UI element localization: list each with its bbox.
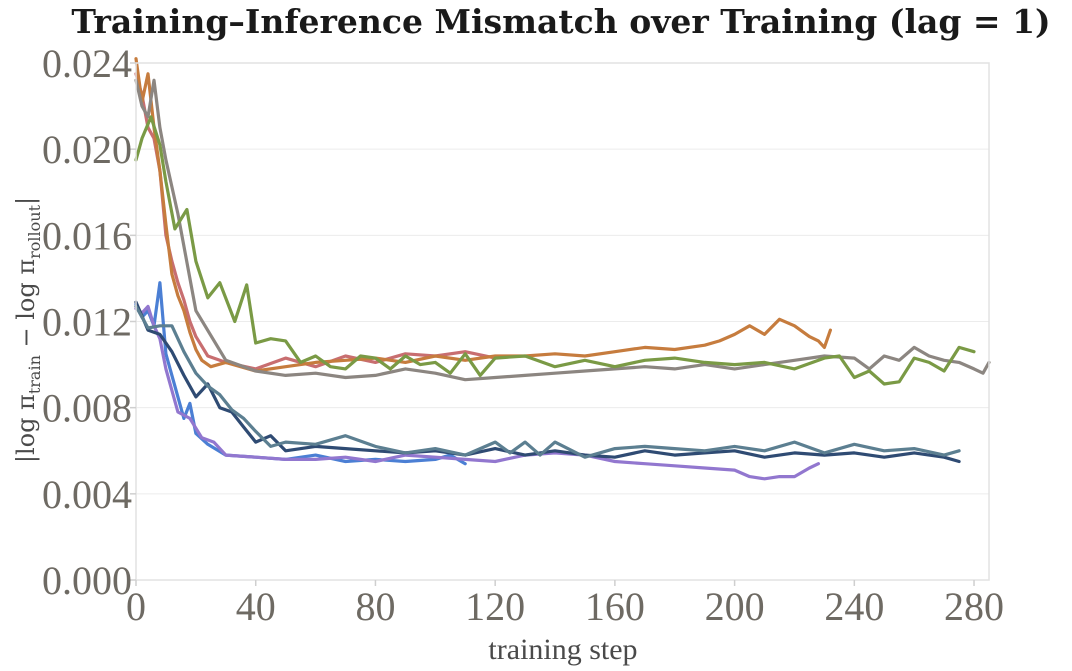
series-line-3 <box>134 78 991 382</box>
x-tick-label: 120 <box>465 584 525 629</box>
y-label-sub-rollout: rollout <box>25 204 44 258</box>
series-line-2 <box>134 57 832 373</box>
y-tick-label: 0.016 <box>42 213 132 258</box>
x-tick-label: 200 <box>705 584 765 629</box>
x-tick-label: 240 <box>824 584 884 629</box>
grid <box>136 62 989 581</box>
y-label-suffix: | <box>12 197 41 205</box>
y-tick-label: 0.000 <box>42 558 132 603</box>
series-line-7 <box>134 300 961 464</box>
x-ticks: 0 40 80 120 160 200 240 280 <box>126 580 1004 629</box>
y-ticks: 0.000 0.004 0.008 0.012 0.016 0.020 0.024 <box>42 41 136 603</box>
x-tick-label: 80 <box>355 584 395 629</box>
y-tick-label: 0.012 <box>42 300 132 345</box>
series-group <box>134 57 991 481</box>
x-tick-label: 40 <box>236 584 276 629</box>
y-tick-label: 0.024 <box>42 41 132 86</box>
y-label-prefix: |log π <box>12 394 41 463</box>
series-line-4 <box>134 115 976 386</box>
x-tick-label: 160 <box>585 584 645 629</box>
chart-title: Training–Inference Mismatch over Trainin… <box>71 2 1050 41</box>
y-axis-label: |log πtrain − log πrollout| <box>12 197 44 463</box>
y-label-middle: − log π <box>12 259 40 355</box>
series-line-8 <box>134 304 961 459</box>
y-tick-label: 0.020 <box>42 127 132 172</box>
y-label-sub-train: train <box>25 355 44 394</box>
x-tick-label: 0 <box>126 584 146 629</box>
series-line-6 <box>134 304 820 481</box>
y-tick-label: 0.004 <box>42 472 132 517</box>
x-tick-label: 280 <box>944 584 1004 629</box>
y-tick-label: 0.008 <box>42 386 132 431</box>
x-axis-label: training step <box>488 633 637 666</box>
